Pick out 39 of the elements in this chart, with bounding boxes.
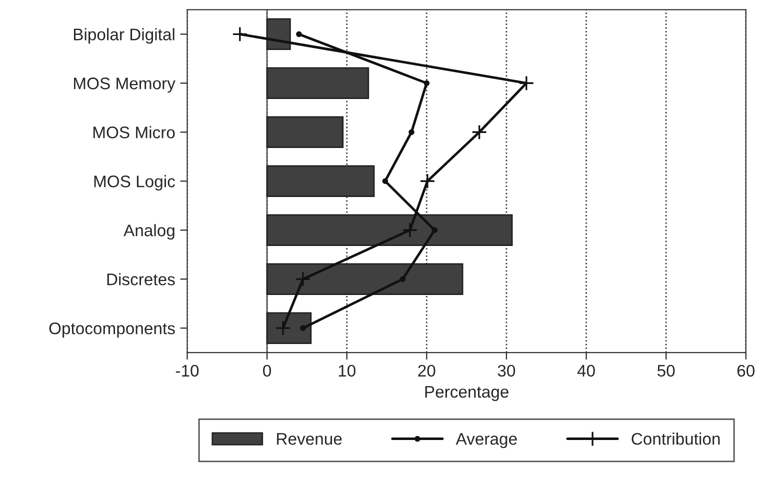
y-tick-label: MOS Micro [93, 126, 175, 138]
bar [266, 165, 375, 198]
x-tick-label: 30 [498, 364, 516, 377]
x-tick-label: 10 [338, 364, 356, 377]
point [432, 227, 438, 234]
y-tick-label: Discretes [107, 273, 175, 286]
bar [266, 18, 291, 50]
point [400, 276, 406, 282]
y-tick-label: Bipolar Digital [74, 28, 174, 44]
y-tick-label: MOS Logic [94, 175, 175, 191]
x-tick-label: 50 [657, 364, 675, 377]
x-axis-title: Percentage [425, 386, 508, 402]
y-tick-label: Analog [124, 224, 174, 240]
legend-label: Average [456, 433, 517, 448]
bar [266, 214, 513, 246]
y-tick-label: MOS Memory [74, 78, 176, 93]
point [408, 129, 414, 136]
point [232, 26, 248, 42]
bar [266, 312, 312, 344]
point [382, 178, 388, 184]
x-tick-label: -10 [176, 364, 199, 377]
point [472, 124, 488, 140]
point [424, 80, 430, 86]
point [296, 31, 302, 38]
x-tick-label: 60 [737, 364, 754, 377]
point [295, 271, 311, 287]
point [402, 222, 418, 238]
point [420, 173, 436, 189]
y-tick-label: Optocomponents [49, 322, 175, 338]
bar [266, 67, 370, 100]
bar [266, 263, 464, 295]
legend-label: Contribution [632, 432, 720, 445]
bar [266, 116, 344, 148]
x-tick-label: 0 [263, 364, 272, 377]
legend-label: Revenue [277, 433, 342, 445]
point [518, 75, 534, 91]
point [300, 325, 306, 332]
x-tick-label: 20 [418, 364, 436, 377]
x-tick-label: 40 [577, 364, 595, 377]
